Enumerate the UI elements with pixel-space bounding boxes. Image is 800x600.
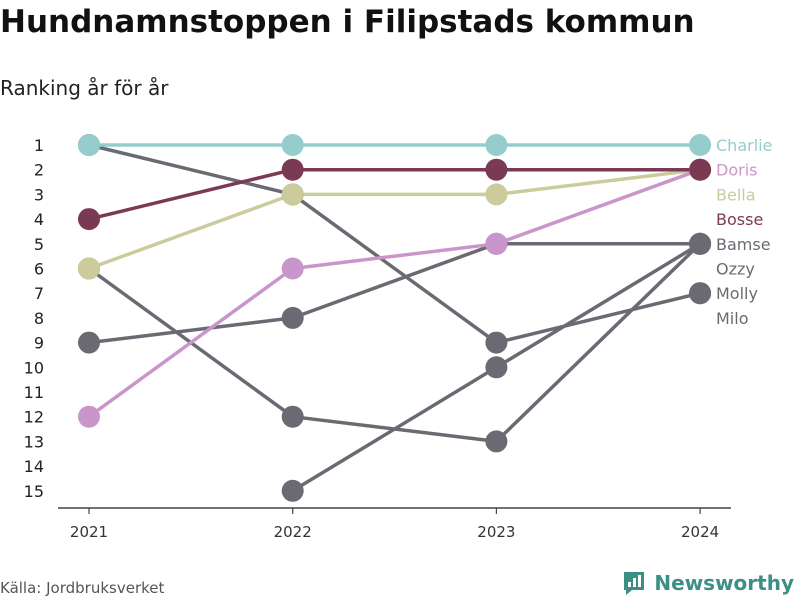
- data-point: [485, 158, 508, 181]
- y-tick-label: 9: [34, 334, 44, 353]
- y-tick-label: 2: [34, 161, 44, 180]
- series-line: [88, 167, 701, 271]
- data-point: [281, 405, 304, 428]
- series-label: Doris: [716, 161, 757, 180]
- x-axis-ticks: 2021 2022 2023 2024: [70, 508, 719, 541]
- data-point: [689, 232, 712, 255]
- data-point: [281, 306, 304, 329]
- series-points: [78, 134, 712, 502]
- series-labels: Charlie Doris Bella Bosse Bamse Ozzy Molly Milo: [716, 136, 772, 328]
- series-label: Charlie: [716, 136, 772, 155]
- series-line: [87, 168, 701, 419]
- data-point: [689, 134, 712, 156]
- data-point: [485, 183, 508, 206]
- source-note: Källa: Jordbruksverket: [0, 579, 165, 597]
- y-tick-label: 10: [24, 358, 44, 377]
- data-point: [485, 134, 508, 156]
- data-point: [485, 430, 508, 453]
- series-line: [88, 167, 701, 221]
- y-tick-label: 13: [24, 432, 44, 451]
- data-point: [78, 134, 100, 156]
- series-label: Bella: [716, 185, 756, 204]
- series-line: [87, 242, 702, 444]
- brand-logo: Newsworthy: [622, 570, 794, 596]
- series-label: Milo: [716, 309, 748, 328]
- y-tick-label: 12: [24, 408, 44, 427]
- y-tick-label: 4: [34, 210, 44, 229]
- y-tick-label: 14: [24, 457, 44, 476]
- x-tick-label: 2023: [477, 523, 515, 541]
- brand-name: Newsworthy: [654, 571, 794, 595]
- data-point: [281, 257, 304, 280]
- chart-subtitle: Ranking år för år: [0, 76, 169, 100]
- data-point: [485, 331, 508, 354]
- x-tick-label: 2021: [70, 523, 108, 541]
- data-point: [689, 282, 712, 305]
- data-point: [281, 134, 304, 156]
- series-line: [88, 242, 701, 345]
- series-label: Ozzy: [716, 260, 755, 279]
- series-label: Molly: [716, 284, 758, 303]
- y-tick-label: 3: [34, 185, 44, 204]
- bar-chart-logo-icon: [624, 572, 645, 595]
- y-tick-label: 11: [24, 383, 44, 402]
- data-point: [78, 405, 100, 428]
- data-point: [78, 331, 100, 354]
- y-tick-label: 5: [34, 235, 44, 254]
- series-lines: [87, 143, 702, 493]
- x-tick-label: 2022: [274, 523, 312, 541]
- series-line: [88, 143, 701, 345]
- data-point: [689, 158, 712, 181]
- series-label: Bosse: [716, 210, 763, 229]
- y-tick-label: 8: [34, 309, 44, 328]
- data-point: [78, 208, 100, 231]
- y-tick-label: 15: [24, 482, 44, 501]
- series-label: Bamse: [716, 235, 771, 254]
- y-tick-label: 7: [34, 284, 44, 303]
- data-point: [485, 356, 508, 379]
- data-point: [281, 183, 304, 206]
- data-point: [281, 158, 304, 181]
- chart-title: Hundnamnstoppen i Filipstads kommun: [0, 4, 695, 40]
- y-tick-label: 6: [34, 260, 44, 279]
- data-point: [485, 232, 508, 255]
- y-tick-label: 1: [34, 136, 44, 155]
- data-point: [78, 257, 100, 280]
- data-point: [281, 479, 304, 502]
- x-tick-label: 2024: [681, 523, 719, 541]
